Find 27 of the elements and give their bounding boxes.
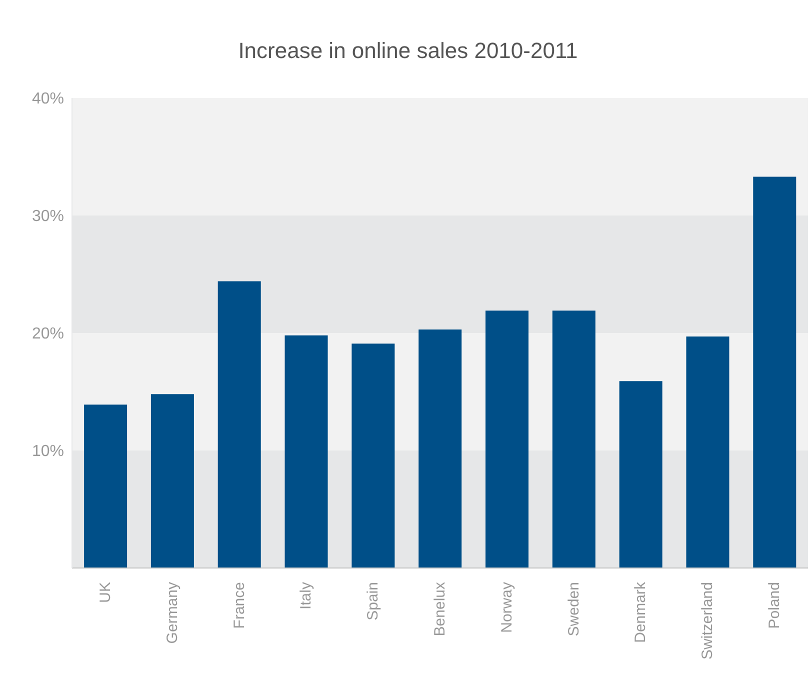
x-tick-label: Germany [164, 582, 181, 644]
bar [418, 329, 462, 568]
x-tick-label: Italy [298, 582, 315, 610]
bar [753, 176, 796, 568]
chart-title: Increase in online sales 2010-2011 [237, 37, 579, 65]
bar [150, 394, 194, 568]
bar [218, 281, 261, 568]
x-tick-label: Switzerland [699, 582, 716, 660]
x-tick-label: Sweden [565, 582, 582, 636]
x-tick-label: Poland [766, 582, 784, 629]
y-tick-label: 30% [32, 208, 64, 226]
y-tick-label: 40% [32, 90, 64, 108]
x-tick-label: UK [96, 582, 114, 603]
bar [552, 310, 596, 568]
y-tick-label: 20% [32, 326, 64, 343]
x-tick-label: Norway [498, 582, 516, 633]
x-tick-label: Spain [364, 582, 382, 620]
bar [284, 335, 328, 568]
bar [352, 344, 395, 568]
y-tick-label: 10% [32, 443, 64, 460]
x-tick-label: Denmark [632, 582, 650, 643]
bar [619, 381, 662, 568]
bar [486, 310, 528, 568]
bar [84, 404, 128, 568]
x-tick-label: Benelux [432, 582, 448, 636]
bar [686, 336, 730, 568]
x-tick-label: France [230, 582, 248, 629]
